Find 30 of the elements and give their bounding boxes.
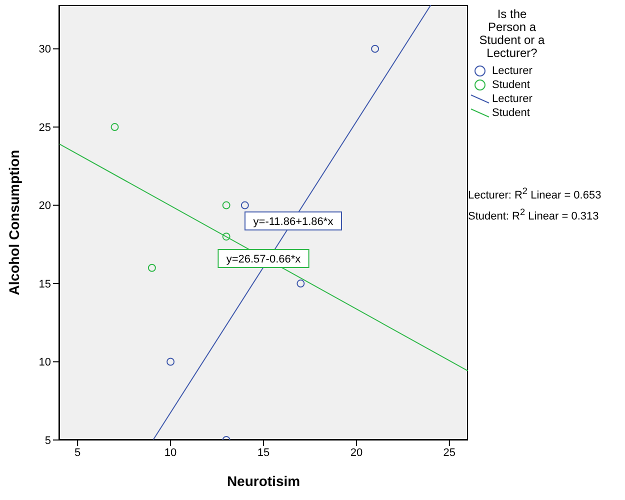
point bbox=[166, 358, 175, 366]
x-axis-title: Neurotisim bbox=[226, 473, 300, 489]
point bbox=[240, 201, 249, 210]
y-axis-title: Alcohol Consumption bbox=[6, 150, 22, 296]
x-tick-label: 25 bbox=[443, 446, 456, 459]
legend-label: Student bbox=[492, 107, 530, 119]
annotation: y=26.57-0.66*x bbox=[226, 253, 302, 266]
y-tick-label: 25 bbox=[38, 122, 51, 134]
legend-label: Lecturer bbox=[492, 93, 532, 105]
legend-label: Lecturer bbox=[492, 65, 532, 77]
y-tick-label: 5 bbox=[44, 434, 51, 447]
annotation: Lecturer: R$^{2}$ Linear = 0.653 bbox=[468, 185, 602, 204]
x-tick-label: 15 bbox=[257, 446, 270, 459]
annotation: Student: R$^{2}$ Linear = 0.313 bbox=[468, 206, 600, 224]
point bbox=[222, 232, 230, 241]
x-tick-label: 5 bbox=[74, 446, 81, 459]
x-tick-label: 20 bbox=[350, 446, 363, 459]
y-tick-label: 20 bbox=[38, 200, 51, 212]
point bbox=[148, 264, 156, 272]
y-tick-label: 10 bbox=[38, 356, 51, 369]
y-tick-label: 30 bbox=[38, 44, 51, 56]
point bbox=[296, 280, 305, 288]
x-tick-label: 10 bbox=[164, 446, 177, 459]
legend-title: Is the Person a Student or a Lecturer? bbox=[478, 7, 546, 60]
annotation: y=-11.86+1.86*x bbox=[253, 216, 334, 228]
y-tick-label: 15 bbox=[38, 278, 51, 290]
point bbox=[371, 44, 380, 53]
point bbox=[222, 201, 230, 210]
legend-label: Student bbox=[492, 79, 530, 91]
point bbox=[110, 123, 119, 132]
